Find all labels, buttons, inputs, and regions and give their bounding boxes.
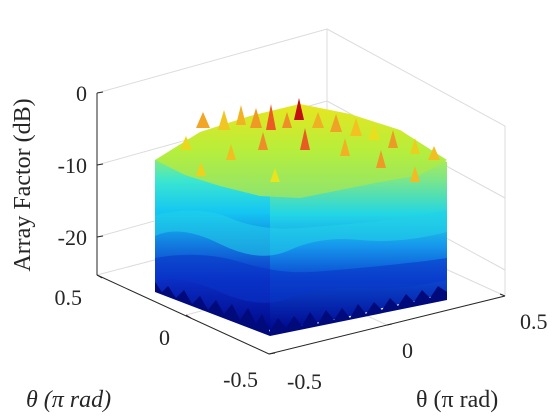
y-tick-label: 0.5 [520,309,548,334]
x-tick-label: 0.5 [55,285,83,310]
y-axis-label: θ (π rad) [416,387,498,413]
z-tick-label: 0 [76,81,87,106]
x-tick-label: -0.5 [223,367,258,392]
x-tick-label: 0 [159,325,170,350]
y-tick-label: 0 [402,338,413,363]
y-tick-label: -0.5 [287,369,322,394]
z-axis-label: Array Factor (dB) [10,98,36,271]
surface-floor-edge [155,282,447,336]
surface [155,98,447,336]
z-tick-label: -20 [58,225,87,250]
sidelobe-peaks [180,98,440,182]
x-axis-label: θ (π rad) [26,387,111,413]
z-tick-label: -10 [58,153,87,178]
